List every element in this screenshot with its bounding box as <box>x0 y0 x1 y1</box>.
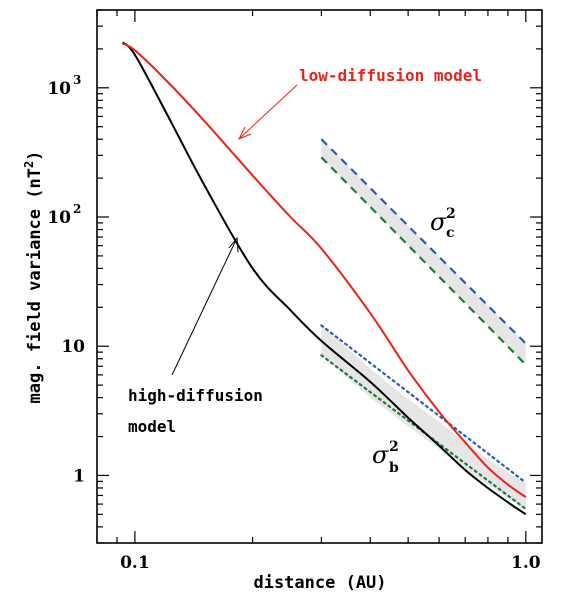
sigma-c-label: σ c 2 <box>430 206 456 241</box>
x-tick-label: 0.1 <box>120 553 150 573</box>
arrow-low-diffusion <box>239 84 298 139</box>
series-line-dashed-2 <box>320 138 527 345</box>
plot-frame <box>96 9 543 544</box>
sigma-b-label: σ b 2 <box>372 439 399 476</box>
series-line-dashed-3 <box>320 156 527 366</box>
shaded-bands <box>321 139 526 509</box>
sigma-b-subscript: b <box>389 460 399 476</box>
series-line-low-diffusion-model <box>122 42 527 498</box>
series-line-high-diffusion-model <box>121 41 527 516</box>
y-tick-label: 10 <box>47 79 71 99</box>
y-axis-title-exp: 2 <box>22 161 36 168</box>
y-axis-title: mag. field variance (nT2) <box>22 151 45 404</box>
annotation-high-diffusion-line2: model <box>128 417 176 436</box>
shaded-band-0 <box>321 139 526 365</box>
x-tick-label: 1.0 <box>511 553 541 573</box>
y-axis-title-suffix: ) <box>25 151 45 161</box>
y-axis-title-prefix: mag. field variance (nT <box>25 168 45 403</box>
annotation-high-diffusion-line1: high-diffusion <box>128 386 263 405</box>
y-tick-label: 10 <box>61 337 85 357</box>
sigma-c-symbol: σ <box>430 208 447 236</box>
arrowhead-high-diffusion <box>228 236 239 253</box>
x-axis-title: distance (AU) <box>253 573 386 593</box>
sigma-b-symbol: σ <box>372 441 389 469</box>
sigma-c-subscript: c <box>446 225 455 241</box>
y-tick-label-exponent: 2 <box>73 202 81 216</box>
annotation-low-diffusion: low-diffusion model <box>299 66 482 85</box>
sigma-c-superscript: 2 <box>446 206 456 222</box>
shaded-band-1 <box>321 325 526 509</box>
arrow-high-diffusion <box>171 239 237 376</box>
sigma-b-superscript: 2 <box>389 439 399 455</box>
arrowhead-low-diffusion <box>237 126 252 140</box>
y-tick-label-exponent: 3 <box>73 73 81 87</box>
y-tick-label: 1 <box>73 466 85 486</box>
series-line-dotted-4 <box>320 324 527 484</box>
series-lines <box>121 41 527 516</box>
y-tick-label: 10 <box>47 208 71 228</box>
